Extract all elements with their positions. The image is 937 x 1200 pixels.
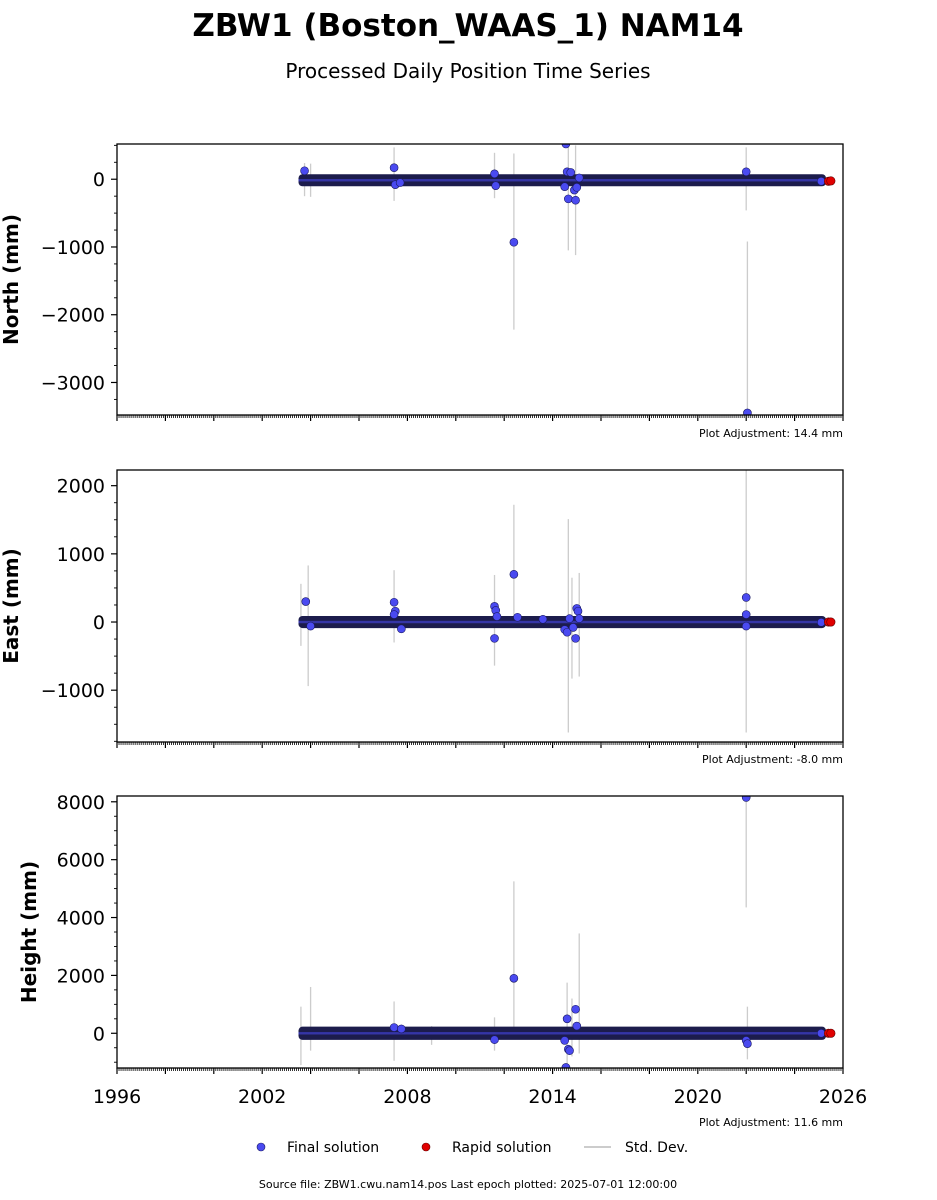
panel-height-y-tick-label: 0 <box>93 1023 105 1045</box>
panel-height-final-point <box>743 1039 752 1048</box>
panel-east-final-point <box>306 621 315 631</box>
panel-east-final-point <box>513 612 522 622</box>
panel-east-y-tick-label: −1000 <box>41 680 105 702</box>
panel-height-final-point <box>741 796 751 802</box>
panel-north-plot-adjustment: Plot Adjustment: 14.4 mm <box>699 427 843 440</box>
panel-height-x-tick-label: 2026 <box>819 1086 867 1108</box>
panel-east-rapid-point <box>826 617 836 627</box>
panel-north-y-axis-label: North (mm) <box>0 214 23 345</box>
panel-height-x-tick-label: 2008 <box>383 1086 431 1108</box>
panel-north-final-point <box>564 194 573 204</box>
panel-north-final-point <box>509 237 519 247</box>
panel-east-final-point <box>389 610 399 619</box>
panel-north-final-point <box>572 183 582 192</box>
panel-north-final-point <box>571 195 580 205</box>
panel-east-final-point <box>492 612 502 621</box>
panel-north-final-point <box>561 144 571 149</box>
panel-east-final-point <box>741 610 751 619</box>
panel-height-y-axis-label: Height (mm) <box>17 861 41 1003</box>
panel-east-plot-area <box>298 470 836 733</box>
panel-north-final-point <box>300 166 309 176</box>
panel-north-final-point <box>491 181 501 190</box>
panel-north-rapid-point <box>826 176 836 186</box>
legend-final-marker <box>256 1142 266 1152</box>
panel-north-plot-area <box>298 144 836 415</box>
panel-east-frame <box>116 469 844 743</box>
legend-final-label: Final solution <box>287 1140 379 1156</box>
panel-height-final-point <box>389 1023 399 1032</box>
panel-north-daily-solution-band-highlight <box>298 179 827 182</box>
panel-east-final-point <box>565 614 574 623</box>
figure-subtitle: Processed Daily Position Time Series <box>285 59 650 83</box>
panel-east-final-point <box>574 614 584 623</box>
panel-height-plot-adjustment: Plot Adjustment: 11.6 mm <box>699 1116 843 1129</box>
legend-rapid-marker <box>421 1142 431 1152</box>
panel-north-final-point <box>389 163 399 173</box>
panel-height-y-tick-label: 4000 <box>57 908 105 930</box>
panel-east-final-point <box>741 593 751 602</box>
panel-height-x-tick-label: 2002 <box>238 1086 286 1108</box>
panel-east-final-point <box>573 606 583 616</box>
panel-north-final-point <box>490 169 499 179</box>
panel-east-y-tick-label: 1000 <box>57 544 105 566</box>
panel-east-final-point <box>389 597 399 607</box>
panel-height-final-point <box>509 973 519 983</box>
panel-height-final-point <box>490 1035 499 1044</box>
panel-north: 0 −1000 −2000 −3000 North (mm) Plot Adjustmen… <box>0 143 844 440</box>
panel-height-rapid-point <box>826 1028 836 1038</box>
panel-east-plot-adjustment: Plot Adjustment: -8.0 mm <box>702 753 843 766</box>
panel-east: 2000 1000 0 −1000 East (mm) Plot Adjustment: … <box>0 469 844 766</box>
panel-north-y-tick-label: −3000 <box>41 372 105 394</box>
panel-east-final-point <box>571 634 580 643</box>
panel-east-final-point <box>538 614 548 624</box>
panel-height-plot-area <box>298 796 836 1068</box>
legend: Final solution Rapid solution Std. Dev. <box>256 1140 688 1156</box>
panel-north-final-point <box>574 173 584 183</box>
panel-east-final-point <box>397 624 406 634</box>
panel-east-final-point <box>741 621 751 631</box>
panel-height: 8000 6000 4000 2000 0 1996 2002 2008 2014 2020 202… <box>17 792 867 1129</box>
legend-std-label: Std. Dev. <box>625 1140 688 1156</box>
panel-north-final-point <box>395 178 405 187</box>
panel-east-y-tick-label: 2000 <box>57 476 105 498</box>
panel-north-y-tick-label: −1000 <box>41 237 105 259</box>
legend-rapid-label: Rapid solution <box>452 1140 552 1156</box>
panel-east-final-point <box>568 623 578 632</box>
panels-group: 0 −1000 −2000 −3000 North (mm) Plot Adjustmen… <box>0 143 867 1129</box>
panel-north-final-point <box>743 408 752 415</box>
panel-height-final-point <box>565 1046 574 1055</box>
panel-height-x-tick-label: 1996 <box>93 1086 141 1108</box>
source-footer: Source file: ZBW1.cwu.nam14.pos Last epo… <box>259 1178 677 1191</box>
panel-height-final-point <box>571 1004 580 1014</box>
panel-height-y-tick-label: 6000 <box>57 850 105 872</box>
panel-east-final-point <box>490 634 499 643</box>
panel-height-x-tick-label: 2014 <box>528 1086 576 1108</box>
panel-height-final-point <box>560 1036 570 1045</box>
panel-height-x-tick-label: 2020 <box>674 1086 722 1108</box>
figure-title: ZBW1 (Boston_WAAS_1) NAM14 <box>192 8 743 44</box>
panel-height-final-point <box>562 1014 572 1024</box>
panel-north-y-tick-label: 0 <box>93 169 105 191</box>
panel-height-final-point <box>572 1021 582 1031</box>
panel-north-final-point <box>560 182 570 191</box>
panel-east-final-point <box>301 597 311 606</box>
panel-east-y-tick-label: 0 <box>93 612 105 634</box>
panel-height-y-tick-label: 2000 <box>57 965 105 987</box>
panel-height-y-tick-label: 8000 <box>57 792 105 814</box>
panel-height-final-point <box>397 1024 406 1034</box>
panel-east-final-point <box>562 627 572 637</box>
panel-north-final-point <box>741 167 751 177</box>
panel-east-final-point <box>509 570 519 579</box>
panel-north-y-tick-label: −2000 <box>41 305 105 327</box>
panel-east-y-axis-label: East (mm) <box>0 548 23 664</box>
panel-east-daily-solution-band-highlight <box>298 620 827 624</box>
panel-north-final-point <box>566 168 576 177</box>
panel-height-daily-solution-band-highlight <box>298 1032 827 1035</box>
